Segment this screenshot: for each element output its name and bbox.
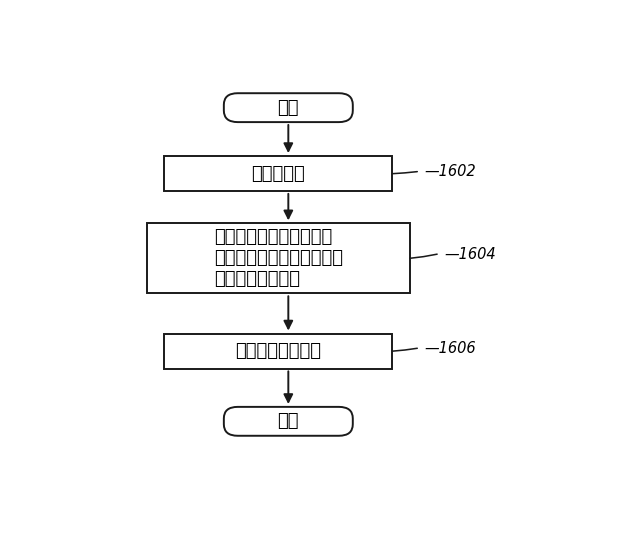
Text: 周波数帯域を向上: 周波数帯域を向上 <box>236 342 321 360</box>
Text: 終了: 終了 <box>278 412 299 430</box>
FancyBboxPatch shape <box>164 333 392 369</box>
Text: —1606: —1606 <box>425 341 476 356</box>
Text: —1604: —1604 <box>445 247 496 262</box>
Text: —1602: —1602 <box>425 164 476 179</box>
Text: 周波数帯域が向上される
べきかどうかをそれぞれの
閾値に従って決定: 周波数帯域が向上される べきかどうかをそれぞれの 閾値に従って決定 <box>214 228 343 288</box>
Text: 開始: 開始 <box>278 99 299 117</box>
Text: 閾値を調整: 閾値を調整 <box>252 165 305 183</box>
FancyBboxPatch shape <box>147 223 410 293</box>
FancyBboxPatch shape <box>224 93 353 122</box>
FancyBboxPatch shape <box>224 407 353 436</box>
FancyBboxPatch shape <box>164 156 392 191</box>
